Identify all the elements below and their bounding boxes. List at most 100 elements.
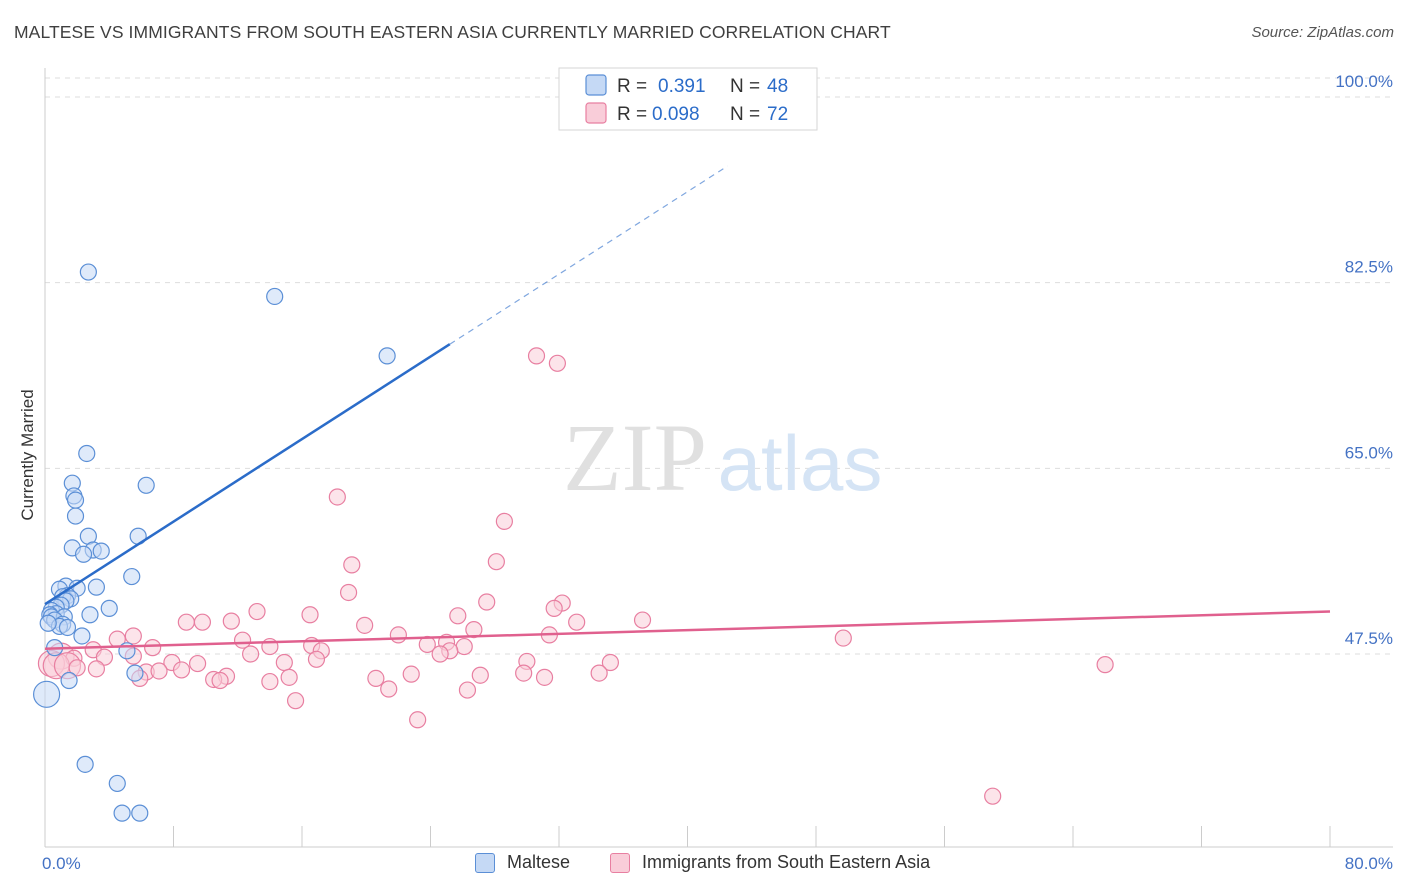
bottom-legend-label-maltese: Maltese (507, 852, 571, 872)
maltese-point (131, 804, 149, 822)
immigrants-point (68, 659, 86, 677)
maltese-point (100, 599, 118, 617)
immigrants-point (307, 650, 326, 668)
y-tick-label: 65.0% (1345, 443, 1393, 462)
immigrants-point (568, 613, 586, 631)
maltese-point (113, 804, 131, 822)
maltese-point (66, 507, 85, 525)
immigrants-point (188, 654, 207, 673)
x-tick-label-max: 80.0% (1345, 854, 1393, 873)
maltese-point (137, 476, 155, 494)
legend-r-label-maltese: R = (617, 76, 647, 97)
maltese-trend-line (44, 343, 451, 606)
immigrants-point (633, 611, 652, 629)
immigrants-point (487, 553, 505, 571)
maltese-point (378, 347, 396, 365)
immigrants-point (515, 664, 533, 682)
series-immigrants-points (37, 347, 1114, 805)
maltese-point (87, 578, 106, 596)
maltese-trend-extension (449, 165, 728, 345)
immigrants-point (1096, 656, 1114, 674)
legend-n-value-immigrants: 72 (767, 104, 788, 125)
legend-swatch-immigrants (585, 102, 607, 124)
maltese-point (266, 287, 284, 306)
watermark: ZIP atlas (563, 404, 882, 511)
immigrants-point (356, 616, 374, 634)
immigrants-point (95, 648, 114, 666)
legend-r-value-maltese: 0.391 (658, 76, 706, 97)
maltese-point (108, 774, 126, 793)
axes (44, 68, 1393, 848)
immigrants-point (449, 607, 467, 625)
stats-legend: R = 0.391 N = 48 R = 0.098 N = 72 (558, 67, 818, 131)
immigrants-point (431, 645, 449, 663)
immigrants-point (211, 671, 229, 690)
immigrants-point (455, 637, 473, 656)
maltese-point (39, 614, 57, 632)
immigrants-point (301, 606, 319, 624)
immigrants-point (242, 645, 260, 663)
immigrants-point (548, 354, 566, 372)
immigrants-point (409, 711, 427, 729)
immigrants-point (458, 681, 477, 699)
immigrants-point (286, 692, 305, 710)
legend-swatch-maltese (585, 74, 607, 96)
x-tick-label-min: 0.0% (42, 854, 81, 873)
immigrants-point (193, 613, 212, 631)
maltese-point (126, 664, 144, 682)
bottom-legend-swatch-immigrants (610, 852, 630, 873)
immigrants-point (124, 627, 142, 645)
bottom-legend-label-immigrants: Immigrants from South Eastern Asia (642, 852, 931, 872)
immigrants-point (280, 668, 298, 686)
maltese-point (33, 680, 61, 708)
maltese-point (76, 755, 94, 773)
trend-lines (44, 165, 1331, 650)
maltese-point (58, 618, 77, 637)
immigrants-point (527, 347, 546, 365)
immigrants-point (590, 664, 608, 682)
immigrants-point (402, 665, 420, 683)
immigrants-trend-line (44, 610, 1331, 650)
watermark-atlas: atlas (718, 419, 883, 507)
maltese-point (78, 444, 96, 463)
immigrants-point (328, 488, 346, 506)
immigrants-point (389, 626, 407, 644)
immigrants-point (380, 680, 398, 698)
bottom-legend-swatch-maltese (475, 852, 495, 873)
maltese-point (79, 263, 97, 281)
immigrants-point (601, 653, 620, 672)
legend-r-value-immigrants: 0.098 (652, 104, 700, 125)
maltese-point (66, 491, 85, 509)
immigrants-point (984, 787, 1002, 805)
immigrants-point (248, 602, 266, 621)
immigrants-point (471, 666, 489, 684)
legend-n-label-immigrants: N = (730, 104, 760, 125)
immigrants-point (495, 512, 513, 530)
legend-n-label-maltese: N = (730, 76, 760, 97)
y-tick-label: 47.5% (1345, 629, 1393, 648)
immigrants-point (343, 556, 361, 574)
immigrants-point (478, 593, 496, 611)
immigrants-point (465, 620, 483, 639)
immigrants-point (177, 613, 195, 631)
y-tick-label: 100.0% (1335, 72, 1393, 91)
immigrants-point (535, 668, 554, 686)
maltese-point (81, 606, 99, 624)
immigrants-point (150, 662, 168, 680)
legend-n-value-maltese: 48 (767, 76, 788, 97)
immigrants-point (144, 639, 162, 657)
maltese-point (92, 542, 110, 560)
y-tick-label: 82.5% (1345, 258, 1393, 277)
series-maltese-points (33, 263, 396, 822)
maltese-point (60, 671, 78, 690)
tick-labels: 47.5% 65.0% 82.5% 100.0% 0.0% 80.0% (42, 72, 1393, 873)
chart-title: MALTESE VS IMMIGRANTS FROM SOUTH EASTERN… (14, 22, 891, 42)
source-label: Source: ZipAtlas.com (1251, 24, 1394, 41)
immigrants-point (172, 661, 191, 679)
gridlines (45, 77, 1393, 655)
immigrants-point (339, 583, 358, 602)
immigrants-point (367, 669, 385, 688)
maltese-point (123, 567, 141, 586)
immigrants-point (222, 612, 240, 630)
